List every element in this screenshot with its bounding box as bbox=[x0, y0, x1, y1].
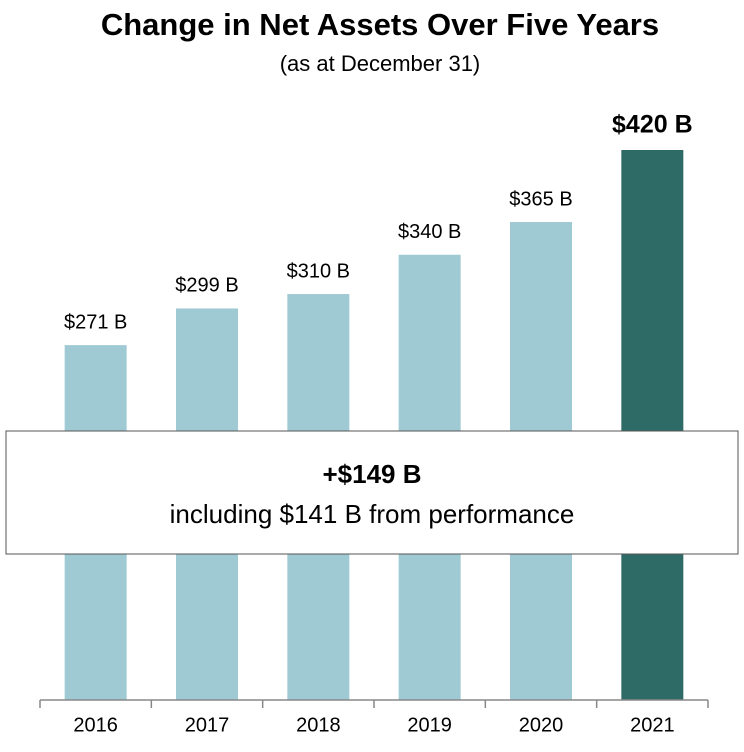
value-label: $271 B bbox=[64, 311, 127, 333]
chart-subtitle: (as at December 31) bbox=[280, 51, 481, 76]
value-label: $340 B bbox=[398, 221, 461, 243]
x-tick-label: 2021 bbox=[630, 714, 675, 736]
value-label: $299 B bbox=[175, 275, 238, 297]
x-tick-label: 2018 bbox=[296, 714, 341, 736]
x-tick-label: 2020 bbox=[519, 714, 564, 736]
x-tick-label: 2019 bbox=[407, 714, 452, 736]
bar bbox=[621, 150, 684, 700]
annotation-text: including $141 B from performance bbox=[170, 499, 575, 529]
annotation-title: +$149 B bbox=[322, 459, 421, 489]
value-label: $310 B bbox=[287, 260, 350, 282]
value-label: $420 B bbox=[612, 111, 693, 139]
x-tick-label: 2017 bbox=[185, 714, 230, 736]
chart-title: Change in Net Assets Over Five Years bbox=[101, 7, 659, 42]
annotation: +$149 B including $141 B from performanc… bbox=[5, 430, 739, 555]
value-label: $365 B bbox=[509, 188, 572, 210]
annotation-box bbox=[5, 430, 739, 555]
x-tick-label: 2016 bbox=[73, 714, 118, 736]
